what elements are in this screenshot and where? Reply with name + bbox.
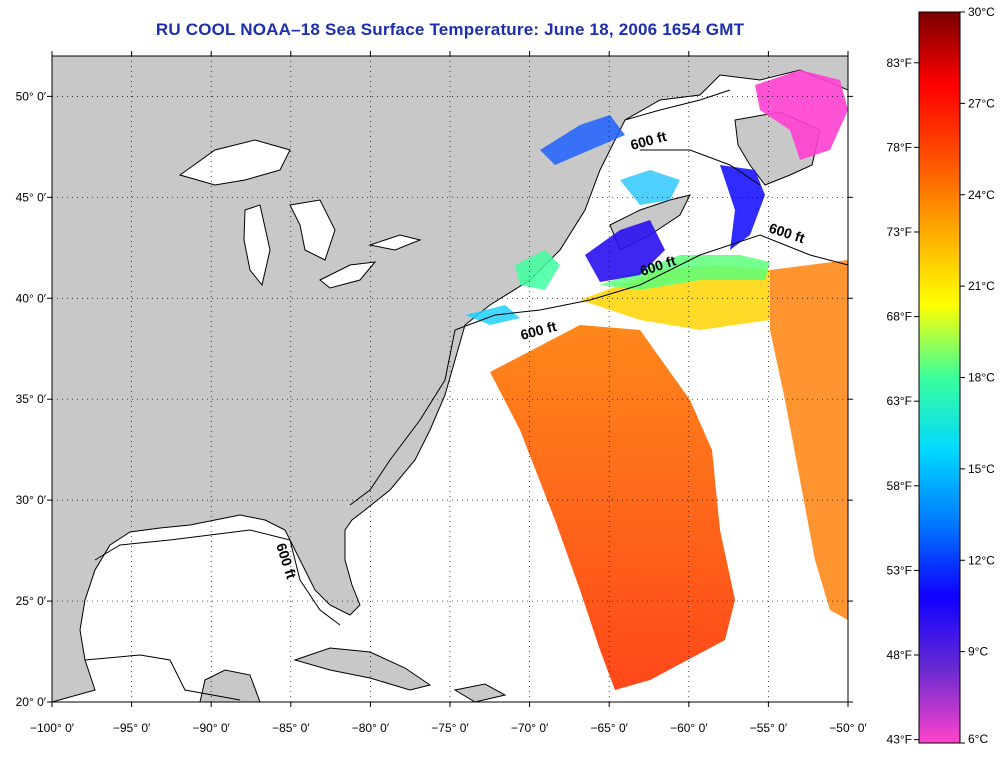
celsius-label: 12°C [968, 553, 995, 567]
fahrenheit-label: 68°F [887, 310, 912, 324]
lon-tick-label: −80° 0′ [352, 721, 390, 735]
lon-tick-label: −90° 0′ [192, 721, 230, 735]
sst-newfoundland-magenta [755, 70, 848, 160]
celsius-label: 9°C [968, 645, 988, 659]
celsius-label: 15°C [968, 462, 995, 476]
sst-slope-yellow [580, 265, 770, 330]
lon-tick-label: −95° 0′ [113, 721, 151, 735]
sst-nearshore-green [515, 250, 560, 290]
lat-tick-label: 30° 0′ [16, 493, 47, 507]
sst-gulf-st-lawrence [540, 115, 625, 165]
hispaniola-land [453, 683, 507, 702]
lon-tick-label: −85° 0′ [272, 721, 310, 735]
lat-tick-label: 20° 0′ [16, 695, 47, 709]
lat-tick-label: 25° 0′ [16, 594, 47, 608]
map-title: RU COOL NOAA–18 Sea Surface Temperature:… [155, 20, 745, 39]
celsius-label: 21°C [968, 279, 995, 293]
sst-shelf-cold [585, 220, 665, 282]
great-lakes [178, 139, 422, 289]
lat-tick-label: 35° 0′ [16, 392, 47, 406]
yucatan-land [199, 669, 261, 702]
fahrenheit-label: 53°F [887, 563, 912, 577]
fahrenheit-label: 48°F [887, 648, 912, 662]
lat-tick-label: 45° 0′ [16, 190, 47, 204]
sst-scotian-cyan [620, 170, 680, 205]
celsius-label: 27°C [968, 96, 995, 110]
longitude-labels: −100° 0′ −95° 0′ −90° 0′ −85° 0′ −80° 0′ −75°… [30, 721, 867, 735]
lon-tick-label: −75° 0′ [431, 721, 469, 735]
fahrenheit-label: 63°F [887, 394, 912, 408]
sst-swath-east [770, 260, 848, 620]
sst-labrador-cold [720, 165, 765, 250]
lon-tick-label: −55° 0′ [750, 721, 788, 735]
sst-swath-warm [490, 325, 735, 690]
lon-tick-label: −50° 0′ [829, 721, 867, 735]
lon-tick-label: −70° 0′ [511, 721, 549, 735]
celsius-label: 24°C [968, 188, 995, 202]
lon-tick-label: −65° 0′ [590, 721, 628, 735]
lon-tick-label: −100° 0′ [30, 721, 75, 735]
fahrenheit-label: 58°F [887, 479, 912, 493]
celsius-label: 18°C [968, 371, 995, 385]
sst-slope-green [600, 255, 770, 290]
fahrenheit-label: 83°F [887, 56, 912, 70]
isobath-600ft [84, 89, 848, 701]
lat-tick-label: 50° 0′ [16, 89, 47, 103]
fahrenheit-label: 43°F [887, 733, 912, 747]
celsius-label: 30°C [968, 5, 995, 19]
lat-tick-label: 40° 0′ [16, 291, 47, 305]
lon-tick-label: −60° 0′ [670, 721, 708, 735]
sst-nearshore-cyan [465, 305, 520, 325]
celsius-label: 6°C [968, 732, 988, 746]
graticule-grid [47, 51, 853, 707]
cuba-land [293, 647, 432, 691]
latitude-labels: 20° 0′ 25° 0′ 30° 0′ 35° 0′ 40° 0′ 45° 0′ 50° … [16, 89, 47, 709]
fahrenheit-label: 78°F [887, 140, 912, 154]
fahrenheit-label: 73°F [887, 225, 912, 239]
map-frame [51, 55, 849, 703]
colorbar-gradient [918, 11, 961, 744]
